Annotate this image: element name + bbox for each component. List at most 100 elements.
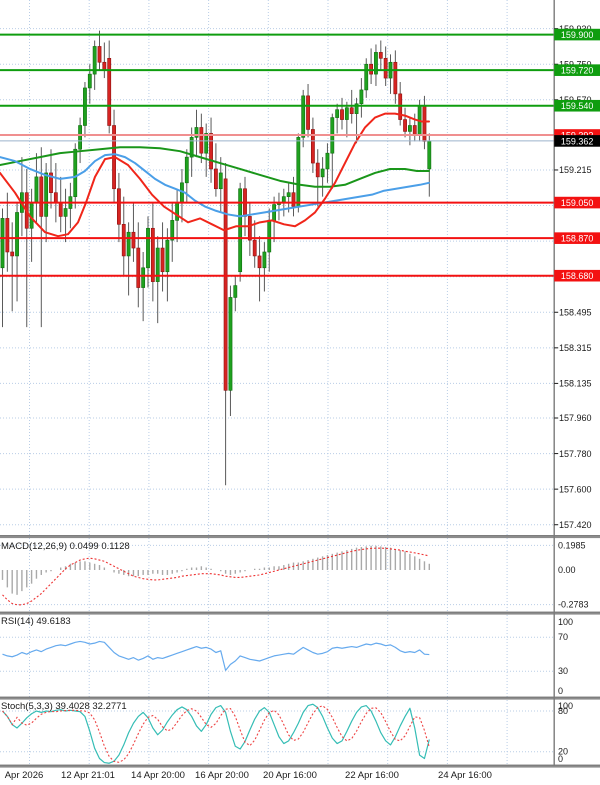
price-tick-label: 157.420: [559, 520, 592, 530]
macd-axis-label: -0.2783: [558, 600, 589, 610]
candle-bearish: [306, 95, 310, 130]
candle-bullish: [73, 148, 78, 197]
support-badge-text: 159.050: [561, 198, 594, 208]
resistance-badge: [554, 99, 600, 112]
candle-bullish: [286, 192, 291, 197]
macd-indicator-label: MACD(12,26,9) 0.0499 0.1128: [1, 541, 130, 552]
candle-bullish: [170, 220, 175, 241]
candle-bullish: [374, 52, 378, 75]
resistance-badge-text: 159.720: [561, 66, 594, 76]
candle-bullish: [63, 208, 68, 217]
candle-bullish: [165, 239, 170, 273]
candle-bullish: [238, 188, 243, 273]
macd-axis-label: 0.00: [558, 565, 576, 575]
pane-separator: [0, 765, 600, 768]
candle-bullish: [92, 46, 97, 75]
candle-bearish: [131, 231, 136, 249]
candle-bullish: [272, 204, 277, 221]
candle-bearish: [310, 129, 315, 164]
resistance-badge-text: 159.540: [561, 101, 594, 111]
resistance-badge-text: 159.900: [561, 30, 594, 40]
support-badge: [554, 196, 600, 209]
candle-bearish: [53, 192, 58, 203]
candle-bullish: [267, 220, 272, 253]
candle-bullish: [427, 140, 432, 170]
candle-bullish: [320, 168, 325, 178]
time-axis-label: 20 Apr 16:00: [263, 770, 317, 781]
candle-bearish: [117, 188, 121, 225]
pane-separator: [0, 697, 600, 700]
price-tick-label: 157.780: [559, 449, 592, 459]
candle-bullish: [175, 202, 180, 221]
time-axis-label: 14 Apr 20:00: [131, 770, 185, 781]
pivot-badge: [554, 129, 600, 141]
rsi-axis-label: 100: [558, 617, 573, 627]
candle-bullish: [262, 251, 267, 269]
macd-axis-label: 0.1985: [558, 540, 586, 550]
candle-bearish: [291, 192, 296, 207]
pane-separator: [0, 612, 600, 615]
rsi-axis-label: 30: [558, 666, 568, 676]
candle-bearish: [340, 109, 344, 120]
candle-bullish: [354, 103, 359, 114]
candle-bearish: [39, 176, 44, 217]
candle-bullish: [218, 172, 223, 190]
candle-bearish: [378, 52, 383, 59]
candle-bearish: [5, 218, 10, 253]
candle-bearish: [150, 227, 155, 282]
candle-bearish: [223, 178, 228, 391]
candle-bearish: [102, 61, 107, 71]
candle-bullish: [87, 73, 92, 89]
candle-bullish: [344, 107, 349, 120]
candle-bearish: [58, 202, 63, 217]
time-axis-label: 24 Apr 16:00: [438, 770, 492, 781]
rsi-axis-label: 0: [558, 686, 563, 696]
pane-separator: [0, 535, 600, 539]
stoch-axis-label: 80: [558, 706, 568, 716]
current-price-badge: [554, 135, 600, 147]
price-tick-label: 158.315: [559, 343, 592, 353]
candle-bullish: [325, 152, 330, 170]
resistance-badge: [554, 28, 600, 41]
candle-bullish: [0, 218, 5, 269]
support-badge: [554, 269, 600, 282]
rsi-line: [2, 640, 430, 671]
candle-bearish: [97, 46, 102, 63]
candle-bullish: [364, 63, 369, 91]
candle-bullish: [228, 297, 233, 391]
candle-bearish: [403, 119, 407, 132]
candle-bullish: [335, 109, 340, 118]
candle-bullish: [189, 137, 194, 158]
candle-bullish: [359, 89, 364, 105]
time-axis-label: 16 Apr 20:00: [195, 770, 249, 781]
stoch-indicator-label: Stoch(5,3,3) 39.4028 32.2771: [1, 701, 127, 712]
price-tick-label: 157.960: [559, 413, 592, 423]
candle-bullish: [233, 285, 238, 298]
candle-bullish: [155, 247, 160, 282]
current-price-badge-text: 159.362: [561, 136, 594, 146]
candle-bearish: [121, 224, 126, 257]
candle-bullish: [44, 172, 49, 217]
candle-bearish: [10, 251, 15, 257]
candle-bullish: [407, 125, 412, 132]
candle-bearish: [257, 255, 262, 269]
stoch-d-line: [2, 705, 430, 763]
candle-bearish: [393, 61, 398, 95]
candle-bearish: [209, 133, 213, 170]
time-axis-label: Apr 2026: [5, 770, 44, 781]
support-badge-text: 158.680: [561, 271, 594, 281]
stoch-axis-label: 20: [558, 747, 568, 757]
candle-bullish: [141, 267, 146, 288]
candle-bearish: [49, 172, 53, 193]
candle-bearish: [349, 107, 354, 114]
candle-bearish: [199, 127, 204, 154]
support-badge: [554, 232, 600, 244]
candle-bearish: [107, 58, 112, 126]
candle-bearish: [383, 58, 388, 79]
price-tick-label: 158.135: [559, 379, 592, 389]
ma-slow-green-line: [0, 146, 430, 188]
candle-bearish: [214, 168, 218, 190]
time-axis-label: 12 Apr 21:01: [61, 770, 115, 781]
